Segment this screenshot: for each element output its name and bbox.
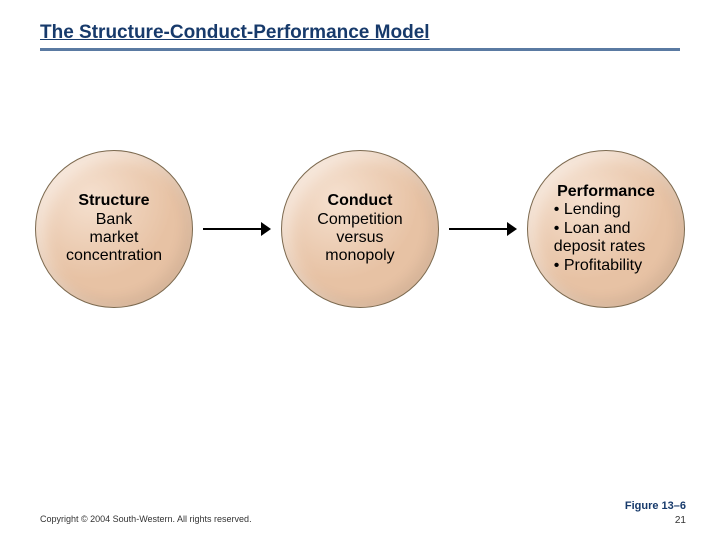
- node-performance-line: • Loan and: [554, 220, 676, 238]
- arrow-shaft: [203, 228, 261, 230]
- page-number: 21: [675, 515, 686, 526]
- node-structure: Structure Bank market concentration: [35, 150, 193, 308]
- node-performance-content: Performance • Lending • Loan and deposit…: [536, 183, 676, 275]
- node-performance-line: • Lending: [554, 201, 676, 219]
- title-block: The Structure-Conduct-Performance Model: [0, 0, 720, 51]
- node-structure-lines: Bank market concentration: [44, 211, 184, 266]
- scp-diagram: Structure Bank market concentration Cond…: [0, 150, 720, 308]
- node-performance-line: • Profitability: [554, 257, 676, 275]
- node-performance: Performance • Lending • Loan and deposit…: [527, 150, 685, 308]
- node-conduct-line: Competition: [290, 211, 430, 229]
- arrow-shaft: [449, 228, 507, 230]
- node-conduct-title: Conduct: [290, 192, 430, 210]
- node-structure-title: Structure: [44, 192, 184, 210]
- slide-title: The Structure-Conduct-Performance Model: [40, 22, 680, 44]
- arrow-1: [203, 222, 271, 236]
- node-performance-line: deposit rates: [554, 238, 676, 256]
- node-conduct-line: monopoly: [290, 247, 430, 265]
- node-structure-line: concentration: [44, 247, 184, 265]
- node-conduct-lines: Competition versus monopoly: [290, 211, 430, 266]
- diagram-row: Structure Bank market concentration Cond…: [0, 150, 720, 308]
- node-structure-content: Structure Bank market concentration: [44, 192, 184, 266]
- arrow-2: [449, 222, 517, 236]
- node-conduct: Conduct Competition versus monopoly: [281, 150, 439, 308]
- node-performance-lines: • Lending • Loan and deposit rates • Pro…: [536, 201, 676, 275]
- slide: The Structure-Conduct-Performance Model …: [0, 0, 720, 540]
- node-structure-line: Bank: [44, 211, 184, 229]
- title-rule: [40, 48, 680, 51]
- node-conduct-content: Conduct Competition versus monopoly: [290, 192, 430, 266]
- arrow-head-icon: [261, 222, 271, 236]
- copyright-notice: Copyright © 2004 South-Western. All righ…: [40, 514, 252, 524]
- node-structure-line: market: [44, 229, 184, 247]
- arrow-head-icon: [507, 222, 517, 236]
- node-conduct-line: versus: [290, 229, 430, 247]
- node-performance-title: Performance: [536, 183, 676, 201]
- figure-label: Figure 13–6: [625, 500, 686, 512]
